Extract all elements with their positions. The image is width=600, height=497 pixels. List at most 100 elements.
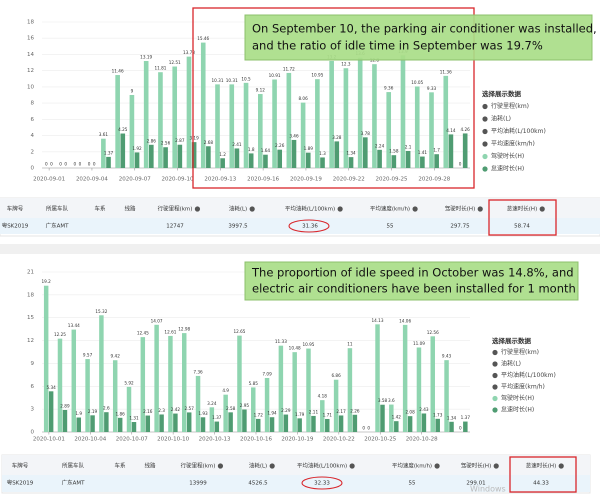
column-header: 车牌号 — [12, 462, 29, 470]
legend-item: 平均油耗(L/100km) — [501, 371, 556, 379]
bar — [206, 146, 211, 168]
bar — [430, 336, 435, 432]
y-tick-label: 9 — [31, 361, 35, 367]
table-cell: 4526.5 — [248, 481, 268, 487]
bar — [168, 335, 173, 432]
x-tick-label: 2020-09-04 — [76, 177, 108, 183]
highlight-ellipse — [288, 219, 330, 233]
legend-item: 油耗(L) — [501, 360, 521, 368]
value-label: 14.06 — [399, 318, 411, 323]
x-tick-label: 2020-09-01 — [33, 177, 65, 183]
bar — [228, 412, 233, 432]
value-label: 1.79 — [295, 412, 305, 417]
value-label: 2.3 — [158, 408, 165, 413]
sort-icon — [249, 206, 255, 212]
bar — [158, 72, 163, 168]
y-tick-label: 0 — [31, 430, 35, 436]
y-tick-label: 14 — [27, 52, 34, 58]
value-label: 12.98 — [178, 327, 190, 332]
legend-title: 选择展示数据 — [482, 89, 522, 98]
value-label: 3.24 — [207, 401, 217, 406]
legend-item: 怠速时长(H) — [501, 406, 534, 414]
bar — [297, 418, 302, 432]
sort-icon — [558, 463, 564, 469]
value-label: 12.51 — [169, 60, 181, 65]
y-tick-label: 10 — [27, 84, 34, 90]
bar — [343, 68, 349, 168]
bar — [377, 149, 382, 168]
value-label: 0 — [93, 162, 96, 167]
legend-marker — [482, 128, 488, 135]
bar — [251, 387, 256, 432]
value-label: 11.36 — [440, 69, 452, 74]
x-tick-label: 2020-10-19 — [281, 437, 313, 443]
value-label: 1.34 — [346, 151, 356, 156]
value-label: 15.32 — [95, 309, 107, 314]
bar — [200, 417, 206, 432]
bar — [248, 153, 254, 168]
y-tick-label: 6 — [31, 117, 35, 123]
bar — [200, 42, 206, 169]
sort-icon — [539, 206, 545, 212]
bar — [333, 379, 339, 432]
bar — [311, 415, 316, 432]
value-label: 0 — [45, 162, 48, 167]
value-label: 10.31 — [226, 78, 238, 83]
column-header: 线路 — [144, 462, 156, 470]
highlight-box — [192, 7, 475, 189]
column-header: 平均速度(km/h) — [392, 462, 432, 470]
column-header: 平均油耗(L/100km) — [297, 462, 347, 470]
callout-text: electric air conditioners have been inst… — [252, 282, 576, 296]
column-header: 行驶里程(km) — [158, 205, 193, 213]
column-header: 线路 — [124, 205, 136, 213]
value-label: 2.42 — [171, 407, 181, 412]
y-tick-label: 0 — [31, 166, 35, 172]
highlight-box — [488, 199, 557, 236]
bar — [325, 418, 330, 432]
value-label: 3.46 — [289, 133, 299, 138]
x-tick-label: 2020-09-25 — [376, 177, 408, 183]
value-label: 1.92 — [132, 146, 142, 151]
column-header: 所属车队 — [46, 205, 69, 213]
bar — [320, 157, 325, 168]
value-label: 1.34 — [447, 415, 457, 420]
value-label: 14.13 — [372, 318, 384, 323]
y-tick-label: 12 — [27, 338, 34, 344]
value-label: 4.26 — [461, 127, 471, 132]
bar — [256, 418, 261, 432]
value-label: 13.73 — [183, 50, 195, 55]
legend-marker — [482, 103, 488, 110]
bar — [257, 94, 263, 168]
bar — [429, 92, 434, 168]
x-tick-label: 2020-10-28 — [406, 437, 438, 443]
bar — [191, 142, 197, 168]
bar — [220, 158, 225, 168]
bar — [43, 285, 49, 432]
x-tick-label: 2020-10-01 — [33, 437, 65, 443]
value-label: 1.3 — [319, 151, 326, 156]
value-label: 5.34 — [46, 385, 56, 390]
table-row-bg — [0, 218, 600, 234]
value-label: 10.95 — [302, 342, 314, 347]
x-tick-label: 2020-09-16 — [247, 177, 279, 183]
value-label: 1.31 — [129, 416, 139, 421]
value-label: 4.18 — [318, 394, 328, 399]
x-tick-label: 2020-10-07 — [116, 437, 148, 443]
bar — [462, 133, 468, 168]
legend-marker — [492, 349, 498, 356]
y-tick-label: 16 — [27, 36, 34, 42]
bar — [372, 64, 377, 168]
value-label: 12.45 — [137, 331, 149, 336]
legend-item: 油耗(L) — [491, 115, 511, 123]
bar — [352, 414, 358, 432]
y-tick-label: 4 — [31, 133, 35, 139]
bar — [443, 75, 449, 168]
y-tick-label: 3 — [31, 407, 35, 413]
sort-icon — [412, 206, 418, 212]
legend-marker — [482, 116, 488, 122]
bar — [391, 155, 397, 168]
table-cell: 31.36 — [302, 224, 318, 230]
column-header: 平均速度(km/h) — [370, 205, 410, 213]
bar — [402, 324, 408, 432]
value-label: 11.09 — [413, 341, 425, 346]
